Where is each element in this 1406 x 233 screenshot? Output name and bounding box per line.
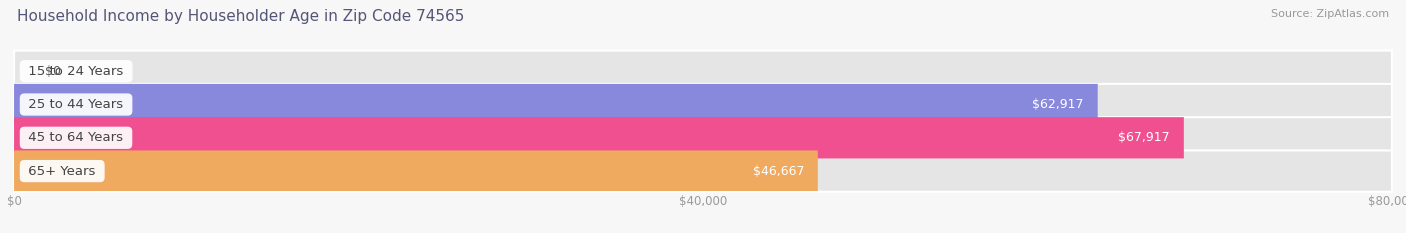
Text: $46,667: $46,667 bbox=[752, 164, 804, 178]
Text: Household Income by Householder Age in Zip Code 74565: Household Income by Householder Age in Z… bbox=[17, 9, 464, 24]
FancyBboxPatch shape bbox=[14, 84, 1098, 125]
Text: 25 to 44 Years: 25 to 44 Years bbox=[24, 98, 128, 111]
FancyBboxPatch shape bbox=[14, 117, 1184, 158]
FancyBboxPatch shape bbox=[14, 84, 1392, 125]
Text: 45 to 64 Years: 45 to 64 Years bbox=[24, 131, 128, 144]
FancyBboxPatch shape bbox=[14, 151, 1392, 192]
Text: Source: ZipAtlas.com: Source: ZipAtlas.com bbox=[1271, 9, 1389, 19]
FancyBboxPatch shape bbox=[14, 51, 1392, 92]
Text: 65+ Years: 65+ Years bbox=[24, 164, 100, 178]
FancyBboxPatch shape bbox=[14, 151, 818, 192]
FancyBboxPatch shape bbox=[14, 117, 1392, 158]
Text: 15 to 24 Years: 15 to 24 Years bbox=[24, 65, 128, 78]
Text: $67,917: $67,917 bbox=[1118, 131, 1170, 144]
Text: $62,917: $62,917 bbox=[1032, 98, 1084, 111]
Text: $0: $0 bbox=[45, 65, 60, 78]
